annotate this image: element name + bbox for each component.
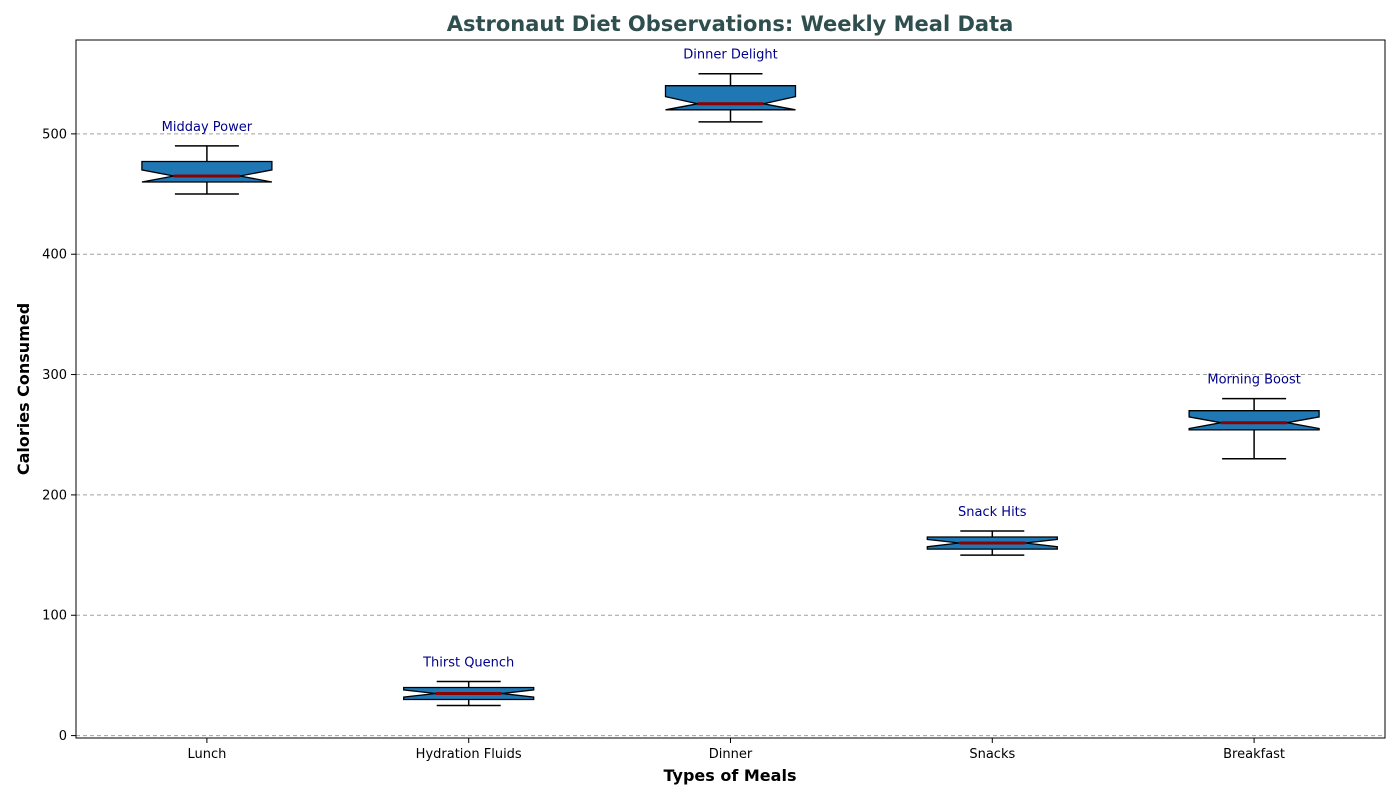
box-annotation: Morning Boost <box>1207 373 1300 388</box>
y-tick-label: 300 <box>42 368 67 383</box>
y-tick-label: 100 <box>42 609 67 624</box>
box-breakfast: Morning Boost <box>1188 373 1320 460</box>
y-tick-label: 500 <box>42 127 67 142</box>
box-lunch: Midday Power <box>141 120 273 195</box>
box-series: Midday Power Thirst Quench Dinner Delight S… <box>141 48 1320 707</box>
x-tick-label: Hydration Fluids <box>416 747 522 762</box>
chart-title: Astronaut Diet Observations: Weekly Meal… <box>447 12 1014 36</box>
y-tick-label: 200 <box>42 488 67 503</box>
box-annotation: Snack Hits <box>958 505 1027 520</box>
box-snacks: Snack Hits <box>926 505 1058 556</box>
y-tick-label: 400 <box>42 248 67 263</box>
notched-box <box>664 85 797 111</box>
box-annotation: Thirst Quench <box>422 655 514 670</box>
x-tick-label: Dinner <box>709 747 753 762</box>
x-axis-label: Types of Meals <box>664 766 797 785</box>
y-tick-label: 0 <box>59 729 67 744</box>
box-annotation: Dinner Delight <box>683 48 777 63</box>
x-tick-label: Lunch <box>187 747 226 762</box>
x-tick-label: Breakfast <box>1223 747 1285 762</box>
box-hydration-fluids: Thirst Quench <box>403 655 535 707</box>
plot-area-frame <box>75 39 1386 739</box>
box-dinner: Dinner Delight <box>664 48 797 123</box>
axes: 0 100 200 300 400 500 Lunch Hydration Fluids Din… <box>42 127 1285 762</box>
grid-lines <box>76 133 1385 737</box>
x-tick-label: Snacks <box>969 747 1015 762</box>
notched-box <box>1188 410 1320 431</box>
notched-box <box>141 160 273 183</box>
y-axis-label: Calories Consumed <box>14 303 33 475</box>
box-annotation: Midday Power <box>162 120 253 135</box>
